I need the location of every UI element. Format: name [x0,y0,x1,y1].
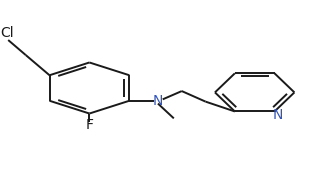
Text: N: N [153,94,163,108]
Text: N: N [273,108,283,122]
Text: F: F [85,118,93,132]
Text: Cl: Cl [0,26,14,40]
